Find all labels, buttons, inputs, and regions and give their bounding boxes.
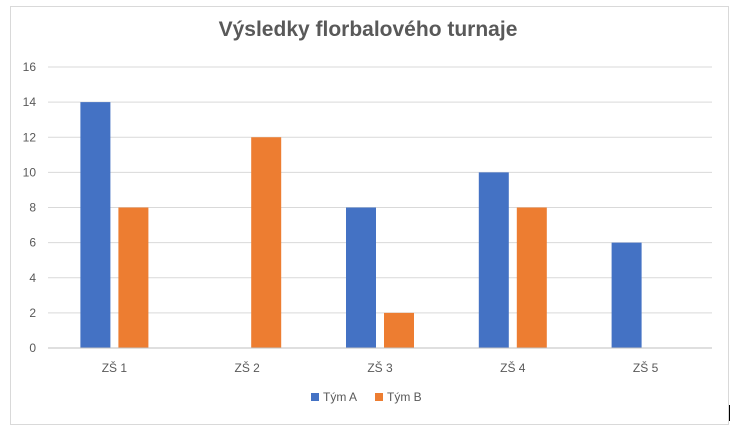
bar bbox=[478, 172, 509, 348]
text-cursor bbox=[729, 405, 730, 421]
y-axis-ticks: 0 2 4 6 8 10 12 14 16 bbox=[23, 60, 37, 355]
chart-title: Výsledky florbalového turnaje bbox=[218, 18, 518, 41]
legend-swatch bbox=[375, 393, 383, 401]
y-tick-label: 0 bbox=[29, 341, 36, 355]
y-tick-label: 14 bbox=[23, 95, 37, 109]
bar bbox=[346, 207, 376, 348]
y-tick-label: 16 bbox=[23, 60, 37, 74]
x-axis-ticks: ZŠ 1 ZŠ 2 ZŠ 3 ZŠ 4 ZŠ 5 bbox=[102, 360, 659, 375]
x-tick-label: ZŠ 1 bbox=[102, 360, 128, 375]
bars bbox=[80, 102, 642, 348]
y-tick-label: 10 bbox=[23, 165, 37, 179]
bar bbox=[516, 207, 547, 348]
y-tick-label: 12 bbox=[23, 130, 37, 144]
legend-label: Tým A bbox=[323, 390, 357, 404]
legend-label: Tým B bbox=[387, 390, 422, 404]
gridlines bbox=[48, 66, 712, 314]
y-tick-label: 2 bbox=[29, 306, 36, 320]
x-tick-label: ZŠ 2 bbox=[235, 360, 261, 375]
bar bbox=[118, 207, 149, 348]
x-tick-label: ZŠ 4 bbox=[500, 360, 526, 375]
legend: Tým A Tým B bbox=[311, 390, 422, 404]
y-tick-label: 6 bbox=[29, 236, 36, 250]
x-tick-label: ZŠ 3 bbox=[367, 360, 393, 375]
y-tick-label: 8 bbox=[29, 201, 36, 215]
x-tick-label: ZŠ 5 bbox=[633, 360, 659, 375]
bar bbox=[251, 137, 282, 348]
legend-swatch bbox=[311, 393, 319, 401]
y-tick-label: 4 bbox=[29, 271, 36, 285]
bar bbox=[80, 102, 111, 348]
bar bbox=[611, 242, 642, 348]
bar bbox=[384, 312, 414, 348]
